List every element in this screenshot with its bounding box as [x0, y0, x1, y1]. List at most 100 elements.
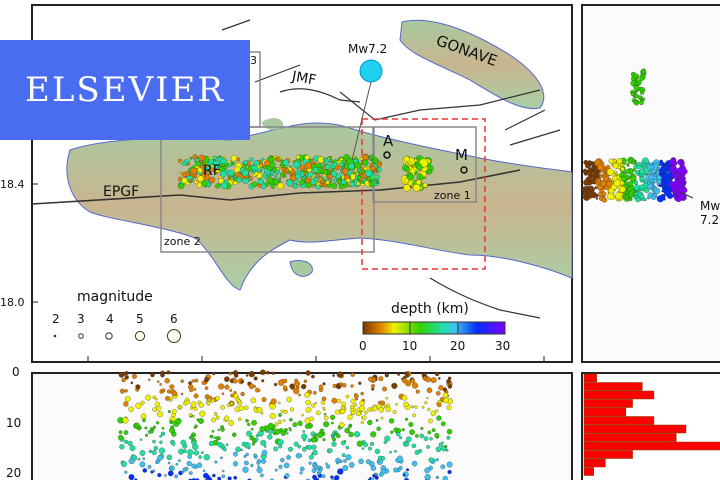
- epicenter-dot: [196, 462, 203, 468]
- epicenter-dot: [220, 456, 223, 460]
- epicenter-dot: [148, 378, 151, 381]
- epicenter-dot: [388, 418, 395, 424]
- epicenter-dot: [295, 173, 301, 180]
- epicenter-dot: [235, 176, 242, 183]
- histogram-bar: [583, 441, 720, 451]
- epicenter-dot: [633, 85, 640, 91]
- epicenter-dot: [155, 461, 158, 465]
- epicenter-dot: [237, 399, 241, 403]
- epicenter-dot: [263, 445, 267, 448]
- epicenter-dot: [323, 421, 330, 428]
- epicenter-dot: [299, 164, 306, 171]
- epicenter-dot: [408, 422, 414, 427]
- epicenter-dot: [280, 430, 287, 436]
- epicenter-dot: [338, 183, 345, 190]
- epicenter-dot: [289, 418, 293, 422]
- epicenter-dot: [360, 421, 364, 425]
- histogram-bar: [583, 424, 687, 434]
- epicenter-dot: [251, 419, 257, 426]
- epicenter-dot: [651, 195, 656, 201]
- epicenter-dot: [634, 90, 638, 94]
- epicenter-dot: [122, 417, 129, 424]
- epicenter-dot: [194, 180, 199, 185]
- epicenter-dot: [347, 414, 353, 420]
- epicenter-dot: [415, 179, 422, 185]
- fault-nw: [221, 19, 301, 83]
- epicenter-dot: [243, 160, 249, 165]
- epicenter-dot: [228, 420, 234, 426]
- epicenter-dot: [675, 191, 681, 197]
- epicenter-dot: [599, 174, 602, 178]
- epicenter-dot: [157, 454, 163, 461]
- epicenter-dot: [358, 458, 364, 465]
- epicenter-dot: [167, 410, 171, 414]
- label-epgf: EPGF: [103, 184, 139, 200]
- epicenter-dot: [661, 189, 664, 193]
- epicenter-dot: [213, 164, 219, 169]
- epicenter-dot: [232, 377, 236, 381]
- epicenter-dot: [217, 428, 220, 432]
- epicenter-dot: [221, 392, 225, 395]
- epicenter-dot: [438, 385, 444, 391]
- epicenter-dot: [314, 161, 317, 165]
- epicenter-dot: [211, 429, 215, 433]
- epicenter-dot: [190, 401, 197, 408]
- epicenter-dot: [420, 426, 424, 431]
- depth-legend: depth (km) 0 10 20 30: [359, 301, 510, 353]
- epicenter-dot: [370, 441, 375, 446]
- epicenter-dot: [380, 416, 384, 420]
- epicenter-dot: [336, 461, 340, 465]
- epicenter-dot: [177, 459, 181, 463]
- epicenter-dot: [284, 473, 290, 478]
- epicenter-dot: [447, 469, 452, 475]
- station-m: [460, 166, 468, 174]
- epicenter-dot: [180, 392, 184, 396]
- epicenter-dot: [410, 378, 416, 384]
- epicenter-dot: [664, 183, 667, 187]
- epicenter-dot: [601, 197, 608, 203]
- epicenter-dot: [606, 180, 613, 187]
- epicenter-dot: [624, 194, 629, 199]
- epicenter-dot: [235, 446, 241, 453]
- epicenter-dot: [613, 179, 621, 187]
- epicenter-dot: [149, 427, 153, 430]
- station-a: [383, 151, 391, 159]
- epicenter-dot: [303, 175, 306, 178]
- epicenter-dot: [345, 178, 351, 183]
- epicenter-dot: [677, 167, 684, 174]
- epicenter-dot: [348, 462, 355, 468]
- epicenter-dot: [405, 166, 410, 172]
- epicenter-dot: [292, 422, 298, 428]
- epicenter-dot: [414, 171, 418, 175]
- epicenter-dot: [289, 429, 292, 432]
- epicenter-dot: [293, 441, 299, 447]
- epicenter-dot: [378, 472, 384, 477]
- epicenter-dot: [152, 469, 156, 473]
- side-mainshock-label-mw: Mw: [700, 199, 720, 213]
- epicenter-dot: [305, 399, 311, 406]
- histogram-bar: [583, 458, 606, 468]
- epicenter-dot: [295, 452, 302, 459]
- elsevier-banner: ELSEVIER: [0, 40, 250, 140]
- epicenter-dot: [634, 100, 638, 104]
- epicenter-dot: [251, 181, 258, 187]
- epicenter-dot: [233, 475, 238, 480]
- epicenter-dot: [339, 422, 345, 428]
- epicenter-dot: [304, 424, 310, 429]
- epicenter-dot: [368, 180, 371, 183]
- epicenter-dot: [278, 444, 282, 449]
- epicenter-dot: [660, 166, 667, 173]
- epicenter-dot: [278, 177, 282, 180]
- epicenter-dot: [232, 432, 237, 437]
- epicenter-dot: [232, 177, 237, 182]
- epicenter-dot: [426, 396, 429, 400]
- epicenter-dot: [270, 171, 275, 176]
- epicenter-dot: [188, 381, 192, 385]
- epicenter-dot: [238, 405, 244, 411]
- epicenter-dot: [436, 415, 442, 421]
- epicenter-dot: [444, 444, 448, 449]
- epicenter-dot: [415, 389, 420, 394]
- epicenter-dot: [305, 406, 312, 413]
- epicenter-dot: [283, 174, 287, 178]
- epicenter-dot: [139, 438, 143, 441]
